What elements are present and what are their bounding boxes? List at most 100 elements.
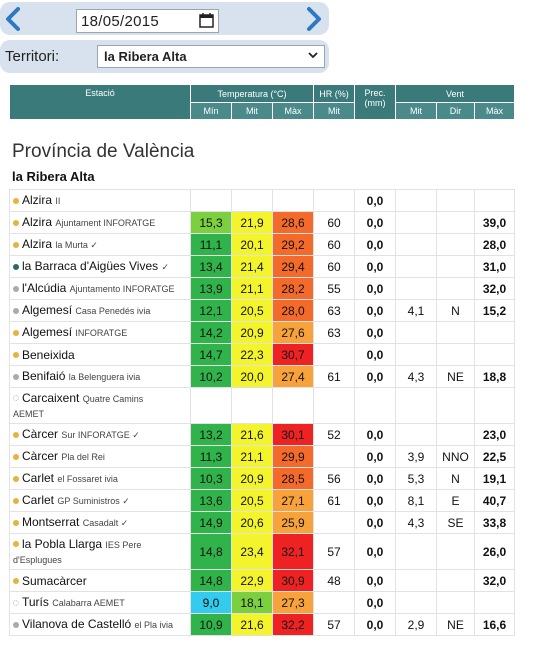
hr-cell: 61 — [313, 489, 355, 512]
territory-bar: Territori: la Ribera Alta — [0, 40, 329, 73]
hr-cell: 56 — [313, 467, 355, 490]
prec-cell: 0,0 — [354, 423, 396, 446]
station-cell[interactable]: l'Alcúdia Ajuntamento INFORATGE — [9, 277, 191, 300]
wind-mit-cell: 2,9 — [395, 613, 437, 636]
wind-max-cell: 28,0 — [474, 233, 515, 256]
wind-dir-cell: SE — [436, 511, 475, 534]
data-table-header: Estació Temperatura (°C) HR (%) Prec. (m… — [9, 84, 515, 120]
station-cell[interactable]: Càrcer Pla del Rei — [9, 445, 191, 468]
temp-mit-cell: 20,9 — [231, 321, 273, 344]
temp-max-cell: 32,2 — [272, 613, 314, 636]
table-row: Algemesí Casa Penedés ivia 12,1 20,5 28,0 63… — [9, 299, 515, 322]
temp-mit-cell: 21,1 — [231, 277, 273, 300]
station-cell[interactable]: Sumacàrcer — [9, 569, 191, 592]
col-prec: Prec. (mm) — [354, 84, 396, 120]
temp-mit-cell: 20,1 — [231, 233, 273, 256]
calendar-icon[interactable] — [199, 13, 214, 28]
prec-cell: 0,0 — [354, 255, 396, 278]
temp-max-cell: 30,9 — [272, 569, 314, 592]
station-cell[interactable]: Alzira Ajuntament INFORATGE — [9, 211, 191, 234]
wind-dir-cell: NE — [436, 365, 475, 388]
station-cell[interactable]: Turís Calabarra AEMET — [9, 591, 191, 614]
temp-max-cell: 30,7 — [272, 343, 314, 366]
station-cell[interactable]: Alzira la Murta ✓ — [9, 233, 191, 256]
wind-dir-cell — [436, 277, 475, 300]
temp-min-cell: 13,9 — [190, 277, 232, 300]
temp-mit-cell: 20,5 — [231, 489, 273, 512]
wind-mit-cell — [395, 591, 437, 614]
station-location-cont: AEMET — [13, 408, 45, 419]
station-location: Casa Penedés ivia — [75, 306, 151, 316]
prec-cell: 0,0 — [354, 365, 396, 388]
station-location: la Belenguera ivia — [68, 372, 141, 382]
station-cell[interactable]: la Pobla Llarga IES Pere d'Esplugues — [9, 533, 191, 570]
col-vent: Vent — [395, 84, 515, 103]
wind-max-cell — [474, 591, 515, 614]
previous-day-button[interactable] — [2, 6, 24, 32]
temp-mit-cell: 21,9 — [231, 211, 273, 234]
wind-max-cell: 40,7 — [474, 489, 515, 512]
wind-dir-cell — [436, 423, 475, 446]
hr-cell — [313, 343, 355, 366]
wind-dir-cell: E — [436, 489, 475, 512]
temp-min-cell: 13,4 — [190, 255, 232, 278]
station-cell[interactable]: Carlet GP Suministros ✓ — [9, 489, 191, 512]
date-navigation-bar: 18/05/2015 — [0, 2, 329, 35]
station-cell[interactable]: Vilanova de Castelló el Pla ivia — [9, 613, 191, 636]
prec-cell: 0,0 — [354, 233, 396, 256]
station-status-dot — [13, 241, 19, 248]
station-cell[interactable]: Alzira II — [9, 189, 191, 212]
station-status-dot — [13, 352, 19, 359]
temp-min-cell: 14,8 — [190, 533, 232, 570]
temp-max-cell: 28,5 — [272, 467, 314, 490]
prec-cell — [354, 387, 396, 424]
station-cell[interactable]: Montserrat Casadalt ✓ — [9, 511, 191, 534]
prec-cell: 0,0 — [354, 277, 396, 300]
station-status-dot — [13, 431, 19, 438]
station-name: Algemesí — [22, 325, 73, 339]
table-row: Carlet GP Suministros ✓ 13,6 20,5 27,1 61 0,0… — [9, 489, 515, 512]
prec-cell: 0,0 — [354, 591, 396, 614]
table-row: la Barraca d'Aigües Vives ✓ 13,4 21,4 29,4 6… — [9, 255, 515, 278]
table-row: Beneixida 14,7 22,3 30,7 0,0 — [9, 343, 515, 366]
table-row: Benifaió la Belenguera ivia 10,2 20,0 27,4 6… — [9, 365, 515, 388]
station-name: Sumacàrcer — [22, 573, 87, 588]
col-hr-mit: Mit — [313, 102, 355, 120]
temp-mit-cell: 20,5 — [231, 299, 273, 322]
station-cell[interactable]: Algemesí Casa Penedés ivia — [9, 299, 191, 322]
station-name: Vilanova de Castelló — [22, 617, 132, 631]
temp-max-cell: 27,6 — [272, 321, 314, 344]
col-temp-max: Màx — [272, 102, 314, 120]
station-name: Càrcer — [22, 427, 59, 441]
date-input[interactable]: 18/05/2015 — [76, 9, 219, 33]
wind-max-cell — [474, 387, 515, 424]
station-status-dot — [13, 307, 19, 314]
wind-mit-cell — [395, 533, 437, 570]
hr-cell: 63 — [313, 321, 355, 344]
wind-mit-cell — [395, 423, 437, 446]
wind-mit-cell — [395, 233, 437, 256]
table-row: Vilanova de Castelló el Pla ivia 10,9 21,6… — [9, 613, 515, 636]
station-cell[interactable]: Algemesí INFORATGE — [9, 321, 191, 344]
station-cell[interactable]: Benifaió la Belenguera ivia — [9, 365, 191, 388]
hr-cell: 48 — [313, 569, 355, 592]
wind-max-cell — [474, 321, 515, 344]
station-location: Ajuntamento INFORATGE — [69, 284, 175, 294]
station-cell[interactable]: Carcaixent Quatre Camins AEMET — [9, 387, 191, 424]
wind-max-cell: 16,6 — [474, 613, 515, 636]
temp-max-cell: 28,0 — [272, 299, 314, 322]
station-cell[interactable]: Càrcer Sur INFORATGE ✓ — [9, 423, 191, 446]
next-day-button[interactable] — [303, 6, 325, 32]
territory-select[interactable]: la Ribera Alta — [97, 45, 325, 68]
table-row: Carlet el Fossaret ivia 10,3 20,9 28,5 56 0,0… — [9, 467, 515, 490]
station-cell[interactable]: Beneixida — [9, 343, 191, 366]
region-title: la Ribera Alta — [12, 169, 95, 184]
station-name: Carlet — [22, 493, 55, 507]
station-cell[interactable]: Carlet el Fossaret ivia — [9, 467, 191, 490]
station-cell[interactable]: la Barraca d'Aigües Vives ✓ — [9, 255, 191, 278]
temp-min-cell — [190, 387, 232, 424]
chevron-down-icon — [308, 52, 318, 59]
temp-mit-cell — [231, 189, 273, 212]
wind-max-cell — [474, 343, 515, 366]
wind-mit-cell: 4,3 — [395, 365, 437, 388]
